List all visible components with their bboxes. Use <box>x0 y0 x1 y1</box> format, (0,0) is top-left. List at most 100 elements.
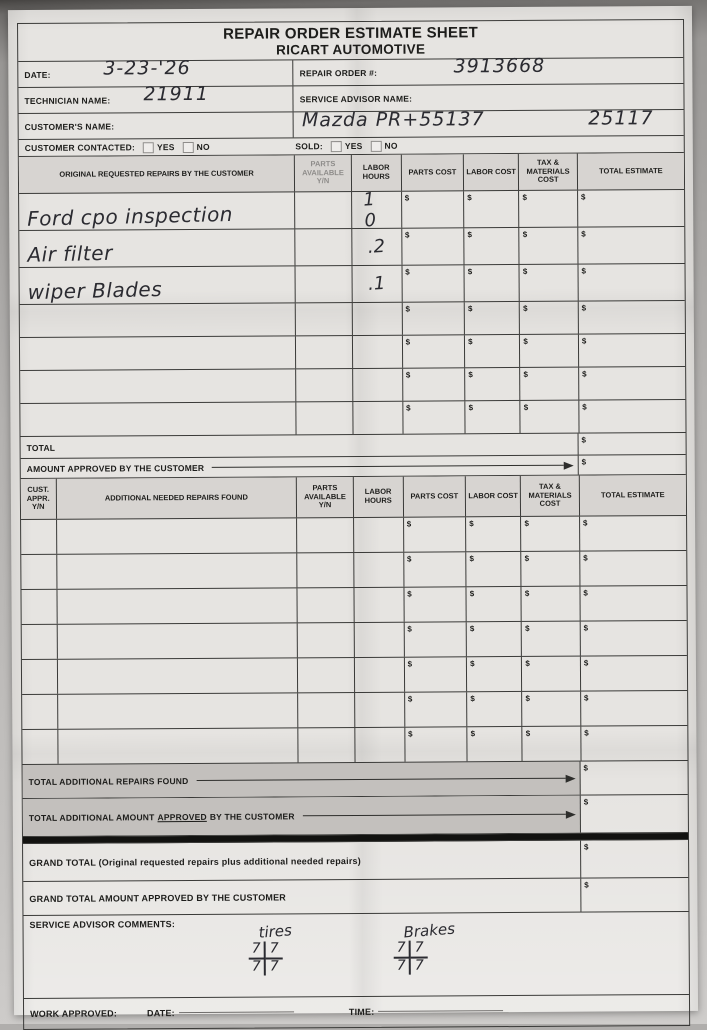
time-blank-line <box>378 1009 504 1012</box>
dollar-sign: $ <box>407 694 413 704</box>
total-additional-approved-row: TOTAL ADDITIONAL AMOUNT APPROVED BY THE … <box>22 794 688 838</box>
total-label: TOTAL <box>26 442 56 453</box>
repair-description-cell <box>20 402 295 436</box>
parts-available-cell <box>297 657 354 693</box>
dollar-sign: $ <box>404 230 410 240</box>
grand-total-approved-label-area: GRAND TOTAL AMOUNT APPROVED BY THE CUSTO… <box>23 878 582 916</box>
original-table-header: ORIGINAL REQUESTED REPAIRS BY THE CUSTOM… <box>18 152 685 195</box>
repair-order-form: REPAIR ORDER ESTIMATE SHEET RICART AUTOM… <box>17 18 691 1030</box>
col-header-parts-cost: PARTS COST <box>402 476 466 517</box>
parts-available-cell <box>295 369 353 402</box>
parts-available-cell <box>296 622 354 658</box>
total-label-area: TOTAL <box>20 433 579 459</box>
dollar-sign: $ <box>580 192 586 202</box>
labor-cost-cell: $ <box>466 726 522 762</box>
total-additional-approved-dollar-box: $ <box>581 795 688 833</box>
labor-cost-cell: $ <box>463 190 519 228</box>
brake-value: 7 <box>410 940 428 959</box>
tires-label: tires <box>257 921 293 942</box>
estimate-row: Air filter .2 $ $ $ $ <box>19 226 685 269</box>
customer-value2-handwritten: 25117 <box>588 107 654 130</box>
repair-description-cell: Ford cpo inspection <box>19 192 295 231</box>
col-header-parts-available: PARTS AVAILABLE Y/N <box>294 155 351 192</box>
brake-value: 7 <box>393 940 411 959</box>
paper-sheet: REPAIR ORDER ESTIMATE SHEET RICART AUTOM… <box>7 5 699 1030</box>
labor-hours-cell <box>353 692 405 727</box>
col-header-tax-materials: TAX & MATERIALS COST <box>520 475 579 516</box>
dollar-sign: $ <box>406 403 411 413</box>
col-header-original-repairs: ORIGINAL REQUESTED REPAIRS BY THE CUSTOM… <box>59 168 254 179</box>
total-estimate-cell: $ <box>579 585 687 621</box>
repair-description-cell <box>55 518 297 554</box>
dollar-sign: $ <box>583 553 588 563</box>
col-header-labor-hours: LABOR HOURS <box>350 154 401 192</box>
dollar-sign: $ <box>469 589 475 599</box>
labor-hours-cell <box>353 657 404 692</box>
estimate-row: $ $ $ $ <box>20 366 686 405</box>
dollar-sign: $ <box>583 658 589 668</box>
total-dollar-box: $ <box>578 433 685 455</box>
labor-hours-cell <box>352 517 403 553</box>
dollar-sign: $ <box>468 403 474 413</box>
parts-cost-cell: $ <box>402 552 466 587</box>
dollar-sign: $ <box>406 554 412 564</box>
col-header-additional-repairs: ADDITIONAL NEEDED REPAIRS FOUND <box>55 477 297 519</box>
tax-materials-cell: $ <box>521 726 581 761</box>
dollar-sign: $ <box>584 693 589 703</box>
parts-cost-cell: $ <box>402 401 465 434</box>
parts-available-cell <box>297 727 355 763</box>
col-header-parts-available: PARTS AVAILABLE Y/N <box>296 477 353 518</box>
repair-description-cell <box>20 369 295 403</box>
parts-available-cell <box>294 192 352 229</box>
repair-description-cell <box>20 303 295 337</box>
dollar-sign: $ <box>405 370 411 380</box>
grand-total-dollar-box: $ <box>581 840 688 878</box>
service-advisor-comments-section: SERVICE ADVISOR COMMENTS: tires 7 7 7 7 … <box>23 911 689 1000</box>
work-date-label: DATE: <box>147 1008 175 1019</box>
dollar-sign: $ <box>584 880 589 890</box>
dollar-sign: $ <box>583 763 588 773</box>
sold-no-checkbox <box>370 140 382 152</box>
dollar-sign: $ <box>525 623 530 633</box>
estimate-row: wiper Blades .1 $ $ $ $ <box>19 263 685 306</box>
total-estimate-cell: $ <box>579 550 687 586</box>
grand-total-label: GRAND TOTAL (Original requested repairs … <box>29 855 361 868</box>
tax-materials-cell: $ <box>520 516 580 551</box>
additional-row: $ $ $ $ <box>21 550 687 591</box>
additional-row: $ $ $ $ <box>21 585 687 626</box>
brake-value: 7 <box>414 957 424 974</box>
additional-row: $ $ $ $ <box>22 690 688 731</box>
col-header-parts-cost: PARTS COST <box>400 154 464 191</box>
tax-materials-cell: $ <box>519 400 579 433</box>
dollar-sign: $ <box>470 729 476 739</box>
parts-available-cell <box>294 229 352 266</box>
parts-cost-cell: $ <box>401 265 464 302</box>
total-estimate-cell: $ <box>580 690 688 726</box>
repair-description-cell <box>56 588 297 624</box>
total-estimate-cell: $ <box>577 226 685 264</box>
parts-available-cell <box>296 518 354 553</box>
dollar-sign: $ <box>467 230 472 240</box>
total-estimate-cell: $ <box>578 399 686 433</box>
dollar-sign: $ <box>525 693 531 703</box>
dollar-sign: $ <box>523 369 529 379</box>
labor-cost-cell: $ <box>465 586 522 622</box>
parts-cost-cell: $ <box>400 228 464 265</box>
labor-cost-cell: $ <box>463 264 520 302</box>
additional-row: $ $ $ $ <box>21 515 687 556</box>
labor-hours-handwritten: .2 <box>367 235 386 258</box>
estimate-row: $ $ $ $ <box>19 300 685 339</box>
repair-description-cell <box>56 658 298 694</box>
tires-grid: 7 7 7 7 <box>248 940 292 976</box>
parts-available-cell <box>296 587 354 623</box>
col-header-labor-cost: LABOR COST <box>464 475 521 517</box>
dollar-sign: $ <box>582 518 588 528</box>
col-header-labor-cost: LABOR COST <box>463 153 519 191</box>
tire-value: 7 <box>248 941 266 960</box>
parts-cost-cell: $ <box>403 657 467 692</box>
labor-cost-cell: $ <box>463 227 519 265</box>
repair-order-field: REPAIR ORDER #: 3913668 <box>294 55 684 85</box>
dollar-sign: $ <box>470 694 475 704</box>
sold-label: SOLD: <box>295 141 323 152</box>
dollar-sign: $ <box>524 553 530 563</box>
